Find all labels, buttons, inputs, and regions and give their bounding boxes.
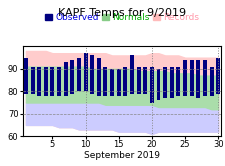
Bar (116, 69, 120, 96)
Bar (37, 67, 41, 96)
Bar (215, 58, 219, 93)
Bar (162, 67, 166, 98)
Bar (50, 67, 54, 96)
Text: KAPF Temps for 9/2019: KAPF Temps for 9/2019 (58, 8, 185, 18)
Bar (202, 60, 206, 96)
Bar (182, 60, 186, 96)
Bar (123, 67, 127, 96)
Bar (136, 67, 140, 93)
Bar (176, 67, 180, 96)
Bar (77, 58, 81, 91)
Legend: Observed, Normals, Records: Observed, Normals, Records (45, 13, 198, 22)
Bar (189, 60, 193, 96)
Bar (149, 67, 153, 102)
Bar (30, 67, 34, 93)
Bar (24, 58, 28, 93)
Bar (97, 58, 100, 96)
Bar (196, 60, 199, 98)
Bar (129, 55, 133, 93)
Bar (156, 69, 160, 100)
Bar (90, 55, 94, 93)
Bar (103, 67, 107, 96)
Bar (110, 69, 114, 96)
Bar (63, 62, 67, 96)
Bar (44, 67, 47, 96)
Bar (57, 67, 61, 96)
X-axis label: September 2019: September 2019 (84, 151, 159, 160)
Bar (209, 67, 213, 96)
Bar (169, 67, 173, 98)
Bar (83, 53, 87, 91)
Bar (70, 60, 74, 93)
Bar (143, 67, 146, 93)
